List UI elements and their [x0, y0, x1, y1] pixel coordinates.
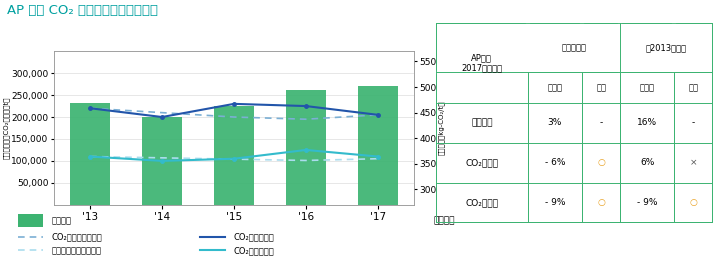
Text: 増減率: 増減率 [547, 83, 562, 92]
Text: 評価: 評価 [688, 83, 698, 92]
Text: ○: ○ [597, 158, 605, 167]
Text: 6%: 6% [640, 158, 654, 167]
Text: （年度）: （年度） [433, 216, 455, 225]
Text: - 6%: - 6% [545, 158, 565, 167]
Text: - 9%: - 9% [637, 198, 657, 207]
Text: 原単位削減目標ライン: 原単位削減目標ライン [51, 246, 101, 255]
Bar [215, 106, 253, 205]
Bar [18, 214, 43, 227]
Text: CO₂排出原単位: CO₂排出原単位 [233, 246, 274, 255]
Text: 3%: 3% [548, 118, 562, 127]
Text: ×: × [690, 158, 697, 167]
Y-axis label: （原単位　kg-CO₂/t）: （原単位 kg-CO₂/t） [438, 101, 445, 155]
Text: 生産数量: 生産数量 [51, 216, 71, 225]
Text: AP地区
2017年度実績: AP地区 2017年度実績 [462, 53, 503, 73]
Text: -: - [600, 118, 603, 127]
Bar [286, 90, 325, 205]
Text: 増減率: 増減率 [640, 83, 655, 92]
Text: CO₂排出量実績: CO₂排出量実績 [233, 232, 274, 241]
Text: - 9%: - 9% [545, 198, 565, 207]
Text: -: - [692, 118, 696, 127]
Text: CO₂排出量: CO₂排出量 [465, 158, 498, 167]
Text: AP 地区 CO₂ 排出量と原単位の推移: AP 地区 CO₂ 排出量と原単位の推移 [7, 4, 158, 17]
Bar [71, 103, 110, 205]
Bar [358, 86, 397, 205]
Text: 対前年度比: 対前年度比 [562, 43, 587, 52]
Y-axis label: （生産数量、CO₂排出量　t）: （生産数量、CO₂排出量 t） [3, 97, 10, 159]
Text: CO₂原単位: CO₂原単位 [465, 198, 498, 207]
Text: ○: ○ [690, 198, 698, 207]
Text: 生産数量: 生産数量 [471, 118, 492, 127]
Text: 16%: 16% [637, 118, 657, 127]
Text: 評価: 評価 [596, 83, 606, 92]
Text: 対2013年度比: 対2013年度比 [646, 43, 687, 52]
Text: CO₂削減目標ライン: CO₂削減目標ライン [51, 232, 102, 241]
Bar [143, 117, 182, 205]
Text: ○: ○ [597, 198, 605, 207]
